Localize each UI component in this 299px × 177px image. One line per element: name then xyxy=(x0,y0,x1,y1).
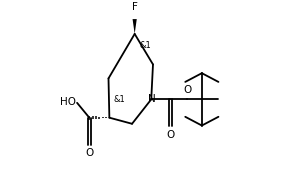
Text: &1: &1 xyxy=(114,95,126,104)
Text: F: F xyxy=(132,2,138,12)
Text: O: O xyxy=(85,148,93,158)
Text: HO: HO xyxy=(60,97,76,107)
Text: N: N xyxy=(148,94,155,104)
Text: &1: &1 xyxy=(140,41,152,50)
Polygon shape xyxy=(132,19,137,34)
Text: O: O xyxy=(166,130,175,140)
Text: O: O xyxy=(183,85,191,95)
